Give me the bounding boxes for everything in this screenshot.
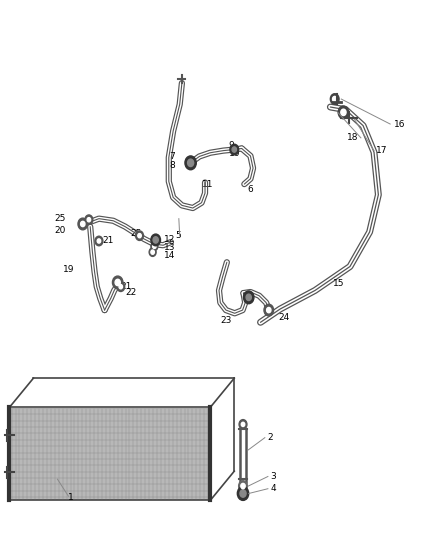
Circle shape: [239, 419, 247, 429]
Circle shape: [151, 242, 158, 251]
Circle shape: [78, 218, 88, 230]
Text: 5: 5: [175, 231, 181, 240]
Text: 21: 21: [102, 237, 113, 246]
Circle shape: [97, 239, 101, 243]
Text: 17: 17: [376, 146, 388, 155]
Text: 2: 2: [267, 433, 272, 442]
Circle shape: [138, 233, 141, 238]
Text: 21: 21: [121, 282, 132, 291]
Text: 7: 7: [170, 152, 175, 161]
Text: 8: 8: [170, 161, 175, 170]
Circle shape: [152, 244, 156, 248]
Text: 19: 19: [64, 265, 75, 273]
Circle shape: [153, 237, 158, 243]
Circle shape: [241, 422, 245, 426]
Circle shape: [151, 234, 160, 246]
Circle shape: [151, 250, 154, 254]
Circle shape: [338, 106, 349, 119]
Circle shape: [246, 294, 251, 301]
Circle shape: [332, 96, 337, 102]
Circle shape: [81, 221, 85, 227]
Text: 25: 25: [131, 229, 142, 238]
Circle shape: [87, 217, 91, 222]
Text: 9: 9: [229, 141, 234, 150]
Text: 22: 22: [125, 287, 136, 296]
Text: 3: 3: [271, 472, 276, 481]
Text: 1: 1: [68, 493, 74, 502]
Circle shape: [241, 483, 245, 489]
Polygon shape: [10, 407, 210, 500]
Circle shape: [115, 279, 120, 286]
Circle shape: [267, 308, 271, 313]
Circle shape: [239, 481, 247, 491]
Text: 13: 13: [164, 244, 176, 253]
Circle shape: [341, 109, 346, 116]
Text: 12: 12: [164, 236, 176, 245]
Text: 14: 14: [164, 252, 176, 260]
Text: 15: 15: [332, 279, 344, 288]
Circle shape: [264, 304, 274, 316]
Circle shape: [240, 490, 246, 497]
Circle shape: [230, 144, 239, 155]
Circle shape: [85, 215, 93, 224]
Text: 16: 16: [394, 119, 405, 128]
Circle shape: [330, 94, 339, 104]
Circle shape: [113, 276, 123, 289]
Text: 23: 23: [220, 316, 231, 325]
Text: 11: 11: [202, 180, 214, 189]
Circle shape: [136, 231, 144, 240]
Circle shape: [149, 248, 156, 256]
Circle shape: [237, 487, 249, 500]
Text: 20: 20: [54, 226, 65, 235]
Text: 18: 18: [347, 133, 359, 142]
Circle shape: [95, 236, 103, 246]
Text: 25: 25: [54, 214, 65, 223]
Circle shape: [232, 147, 237, 152]
Circle shape: [119, 285, 123, 289]
Text: 4: 4: [271, 484, 276, 493]
Circle shape: [187, 159, 194, 166]
Text: 10: 10: [229, 149, 240, 158]
Circle shape: [117, 282, 125, 292]
Text: 6: 6: [247, 185, 253, 194]
Circle shape: [244, 291, 254, 304]
Text: 24: 24: [278, 312, 289, 321]
Circle shape: [185, 156, 196, 169]
